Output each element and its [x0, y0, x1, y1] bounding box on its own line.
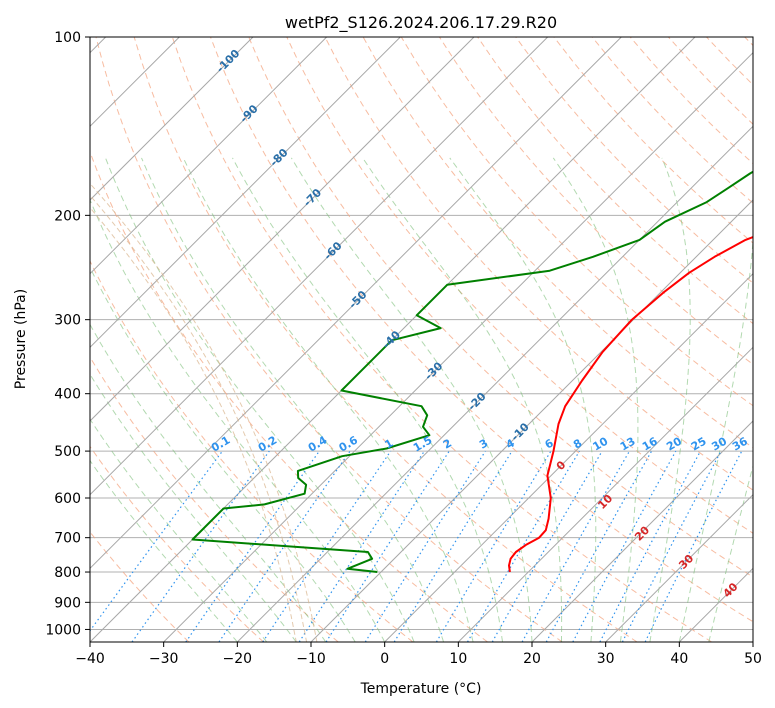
- mixing-ratio-line: [185, 450, 320, 642]
- isotherm-line: [163, 51, 753, 642]
- dry-adiabat-line: [210, 37, 753, 623]
- mixing-ratio-line: [393, 450, 513, 642]
- x-tick-label: 0: [380, 651, 389, 667]
- y-tick-label: 700: [54, 531, 81, 547]
- mixing-ratio-line: [599, 450, 702, 642]
- moist-adiabat-line: [141, 157, 445, 642]
- x-tick-label: −30: [149, 651, 179, 667]
- y-axis-ticks: 100 200 300 400 500 600 700 800 900 1000: [45, 30, 90, 638]
- mixing-ratio-line: [572, 450, 677, 642]
- x-tick-label: −10: [296, 651, 326, 667]
- mixing-ratio-line: [262, 450, 392, 642]
- mixing-ratio-line: [435, 450, 552, 642]
- moist-adiabat-line: [90, 266, 356, 642]
- moist-adiabat-line: [90, 323, 327, 642]
- profile-series-line: [191, 170, 753, 573]
- isotherm-line: [384, 272, 753, 642]
- isotherm-line: [90, 37, 622, 570]
- chart-title: wetPf2_S126.2024.206.17.29.R20: [285, 13, 557, 33]
- x-tick-label: 50: [744, 651, 762, 667]
- x-tick-label: −20: [223, 651, 253, 667]
- isotherm-line: [90, 37, 254, 201]
- mixing-ratio-line: [298, 450, 425, 642]
- moist-adiabat-line: [90, 459, 238, 642]
- y-tick-label: 200: [54, 208, 81, 224]
- dry-adiabat-line: [90, 259, 414, 642]
- moist-adiabat-line: [105, 157, 415, 642]
- isotherm-line: [90, 37, 328, 275]
- reference-curve: [90, 182, 318, 642]
- y-tick-label: 400: [54, 387, 81, 403]
- isotherm-line: [236, 125, 753, 642]
- profile-series: [191, 170, 753, 573]
- moist-adiabat-line: [90, 418, 268, 642]
- mixing-ratio-line: [466, 450, 580, 642]
- dry-adiabat-line: [95, 37, 563, 642]
- moist-adiabat-line: [449, 157, 597, 642]
- isotherms: [90, 37, 753, 642]
- pressure-gridlines: [90, 37, 753, 630]
- y-tick-label: 1000: [45, 622, 81, 638]
- moist-adiabat-line: [90, 198, 386, 642]
- dry-adiabat-line: [324, 37, 753, 491]
- isotherm-line: [531, 420, 753, 642]
- y-tick-label: 300: [54, 313, 81, 329]
- dry-adiabat-line: [133, 37, 638, 642]
- y-tick-label: 900: [54, 595, 81, 611]
- x-tick-label: −40: [75, 651, 105, 667]
- profile-series-line: [508, 235, 753, 573]
- y-tick-label: 600: [54, 491, 81, 507]
- mixing-ratio-lines: [90, 450, 743, 642]
- reference-curve: [90, 206, 297, 642]
- moist-adiabat-line: [290, 157, 533, 642]
- x-tick-label: 30: [597, 651, 615, 667]
- plot-frame: [89, 36, 754, 643]
- reference-curves: [90, 182, 318, 642]
- plot-area: 0.1 0.2 0.4 0.6 1 1.5 2 3 4 6 8 10 13 16 20 25 30 36-100-…: [90, 37, 753, 642]
- isotherm-line: [457, 346, 753, 642]
- moist-adiabat-line: [552, 157, 639, 642]
- isotherm-line: [90, 37, 549, 496]
- dry-adiabat-line: [90, 445, 264, 642]
- reference-curve: [90, 194, 308, 642]
- isotherm-line: [90, 37, 401, 349]
- moist-adiabat-line: [362, 157, 563, 642]
- moist-adiabat-line: [678, 235, 753, 642]
- x-axis-label: Temperature (°C): [360, 681, 482, 697]
- mixing-ratio-line: [218, 450, 351, 642]
- dry-adiabat-line: [286, 37, 753, 534]
- y-tick-label: 500: [54, 444, 81, 460]
- y-tick-label: 100: [54, 30, 81, 46]
- x-tick-label: 10: [449, 651, 467, 667]
- dry-adiabat-line: [515, 37, 753, 284]
- y-tick-label: 800: [54, 565, 81, 581]
- dry-adiabat-line: [248, 37, 753, 578]
- isotherm-line: [90, 37, 475, 422]
- x-axis-ticks: −40 −30 −20 −10 0 10 20 30 40 50: [75, 642, 762, 667]
- isotherm-line: [605, 493, 753, 642]
- mixing-ratio-line: [325, 450, 450, 642]
- mixing-ratio-line: [364, 450, 486, 642]
- y-axis-label: Pressure (hPa): [13, 289, 29, 389]
- moist-adiabat-line: [182, 157, 474, 642]
- x-tick-label: 40: [670, 651, 688, 667]
- moist-adiabat-line: [90, 373, 297, 642]
- x-tick-label: 20: [523, 651, 541, 667]
- dry-adiabat-line: [171, 37, 712, 642]
